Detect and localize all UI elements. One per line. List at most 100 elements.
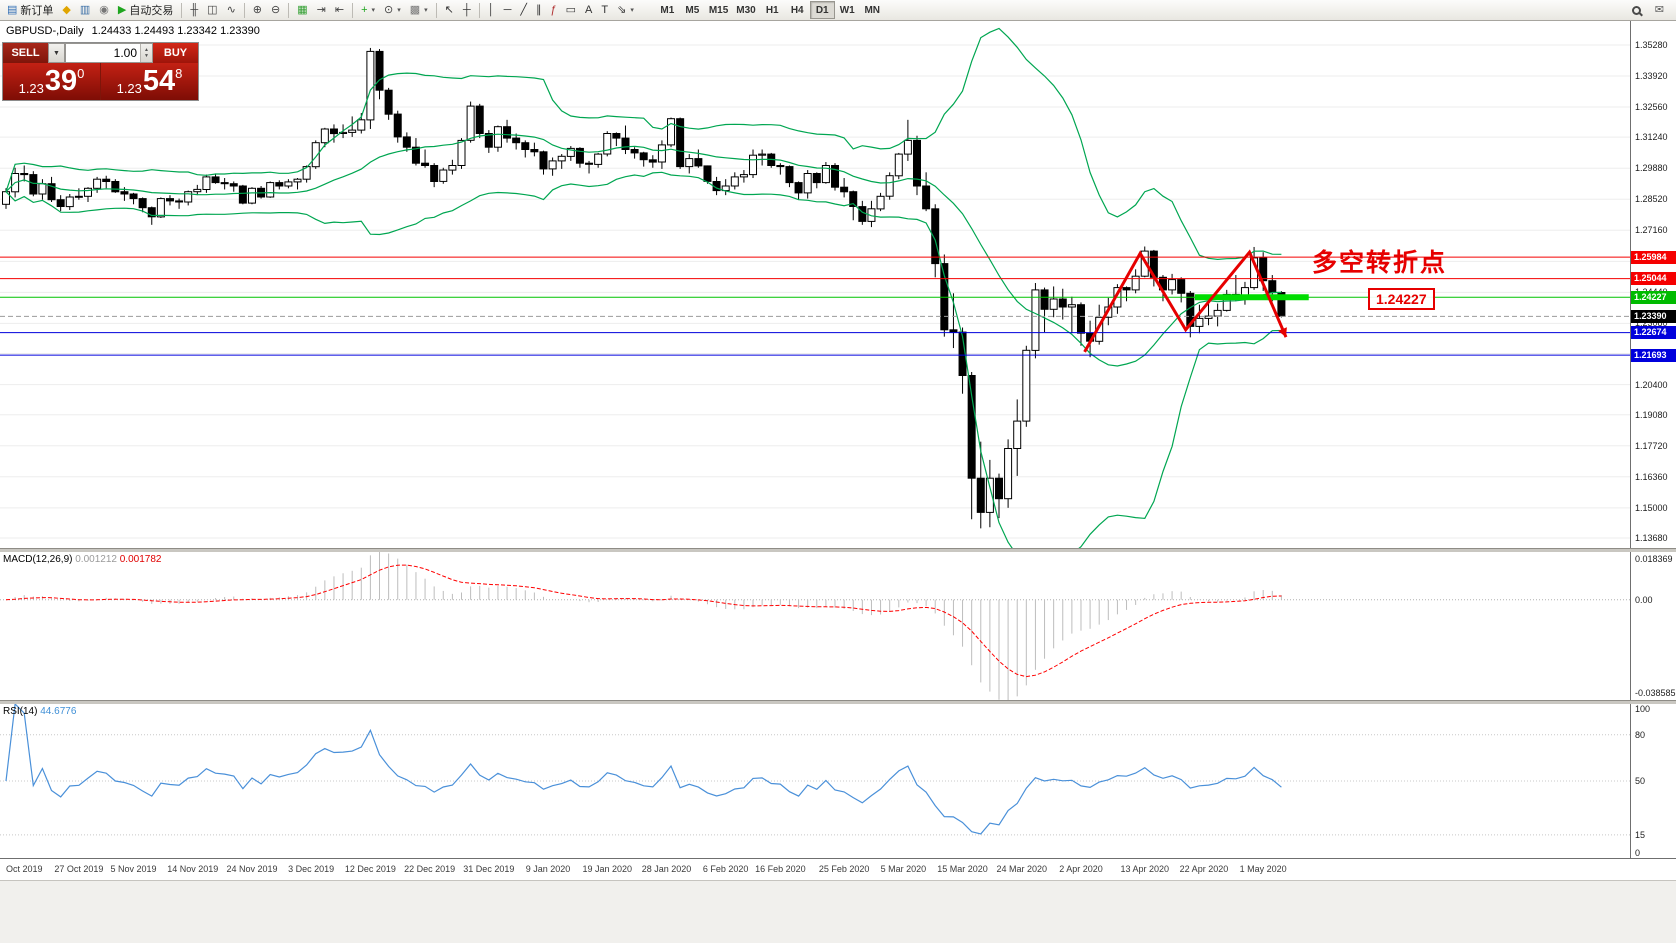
timeframe-mn[interactable]: MN — [860, 1, 885, 19]
timeframe-m30[interactable]: M30 — [732, 1, 759, 19]
zoom-out-icon[interactable]: ⊖ — [267, 1, 284, 20]
search-button[interactable] — [1628, 1, 1645, 20]
cursor-icon[interactable]: ↖ — [441, 1, 458, 20]
text-icon[interactable]: A — [581, 1, 596, 20]
fibonacci-icon: ƒ — [550, 3, 557, 16]
price-tick: 1.13680 — [1635, 532, 1668, 543]
level-price-tag: 1.24227 — [1631, 290, 1676, 304]
shapes-icon: ▭ — [565, 3, 577, 16]
buy-price-pips: 54 — [142, 65, 176, 97]
volume-preset-dropdown[interactable]: ▼ — [48, 43, 65, 63]
volume-input[interactable]: 1.00 ▲ ▼ — [65, 43, 153, 63]
market-watch-icon[interactable]: ▥ — [76, 1, 94, 20]
timeframe-h1[interactable]: H1 — [760, 1, 785, 19]
line-chart-icon: ∿ — [226, 3, 236, 16]
zoom-in-icon[interactable]: ⊕ — [249, 1, 266, 20]
indicators-icon[interactable]: + ▾ — [357, 1, 379, 20]
date-tick: Oct 2019 — [5, 864, 43, 874]
autotrading-button[interactable]: ▶ 自动交易 — [114, 1, 177, 20]
auto-scroll-icon[interactable]: ⇥ — [313, 1, 330, 20]
trendline-icon: ╱ — [520, 3, 527, 16]
volume-spinner[interactable]: ▲ ▼ — [140, 44, 152, 62]
sell-button[interactable]: SELL — [3, 43, 48, 63]
level-price-tag: 1.22674 — [1631, 326, 1676, 340]
date-tick: 14 Nov 2019 — [167, 864, 219, 874]
crosshair-icon[interactable]: ┼ — [459, 1, 475, 20]
sell-price-point: 0 — [77, 66, 85, 81]
indicators-icon: + — [361, 3, 368, 16]
line-chart-icon[interactable]: ∿ — [223, 1, 240, 20]
trendline-icon[interactable]: ╱ — [516, 1, 531, 20]
ohlc-values: 1.24433 1.24493 1.23342 1.23390 — [91, 25, 260, 37]
macd-axis: 0.018369 0.00 -0.038585 — [1630, 552, 1676, 700]
equidistant-channel-icon: ∥ — [535, 3, 542, 16]
candles-layer — [2, 47, 1286, 529]
fibonacci-icon[interactable]: ƒ — [546, 1, 560, 20]
buy-button[interactable]: BUY — [153, 43, 198, 63]
tile-windows-icon[interactable]: ▦ — [293, 1, 311, 20]
shapes-icon[interactable]: ▭ — [562, 1, 580, 20]
timeframe-m15[interactable]: M15 — [705, 1, 732, 19]
panel-splitter[interactable] — [0, 700, 1676, 704]
equidistant-channel-icon[interactable]: ∥ — [532, 1, 546, 20]
level-price-tag: 1.25984 — [1631, 250, 1676, 264]
new-order-icon: ▤ — [7, 3, 18, 16]
macd-panel[interactable] — [0, 552, 1630, 700]
tile-windows-icon: ▦ — [297, 3, 308, 16]
panel-splitter[interactable] — [0, 548, 1676, 552]
date-tick: 9 Jan 2020 — [525, 864, 571, 874]
price-tick: 1.31240 — [1635, 132, 1668, 143]
symbol-period-label: GBPUSD-,Daily — [6, 25, 84, 37]
toolbar-separator — [352, 2, 354, 18]
chart-profile-icon[interactable]: ◆ — [58, 1, 74, 20]
arrows-icon[interactable]: ⇘ ▾ — [613, 1, 638, 20]
mail-icon: ✉ — [1654, 3, 1664, 16]
timeframe-m5[interactable]: M5 — [680, 1, 705, 19]
candlestick-chart-icon[interactable]: ◫ — [203, 1, 221, 20]
timeframe-w1[interactable]: W1 — [835, 1, 860, 19]
spinner-up-icon[interactable]: ▲ — [144, 47, 149, 53]
sell-price-pips: 39 — [44, 65, 78, 97]
text-label-icon: T — [601, 3, 609, 16]
price-tick: 1.17720 — [1635, 440, 1668, 451]
new-order-button[interactable]: ▤ 新订单 — [3, 1, 57, 20]
periods-icon[interactable]: ⊙ ▾ — [380, 1, 405, 20]
toolbar-separator — [288, 2, 290, 18]
navigator-icon[interactable]: ◉ — [95, 1, 113, 20]
bar-chart-icon[interactable]: ╫ — [186, 1, 202, 20]
vertical-line-icon[interactable]: │ — [484, 1, 499, 20]
new-order-button-label: 新订单 — [20, 5, 54, 17]
timeframe-h4[interactable]: H4 — [785, 1, 810, 19]
horizontal-line-icon[interactable]: ─ — [500, 1, 516, 20]
sell-price-display[interactable]: 1.23 39 0 — [3, 63, 100, 100]
dropdown-arrow-icon: ▾ — [424, 7, 428, 14]
rsi-panel[interactable] — [0, 702, 1630, 858]
chart-shift-icon[interactable]: ⇤ — [331, 1, 348, 20]
macd-histogram — [14, 552, 1282, 700]
timeframe-m1[interactable]: M1 — [655, 1, 680, 19]
autotrading-button-label: 自动交易 — [129, 5, 174, 17]
time-axis[interactable]: Oct 2019 27 Oct 2019 5 Nov 2019 14 Nov 2019… — [0, 858, 1676, 880]
rsi-axis-label: 50 — [1635, 776, 1646, 786]
messages-button[interactable]: ✉ — [1651, 1, 1668, 20]
price-axis[interactable]: 1.35280 1.33920 1.32560 1.31240 1.29880 1.285… — [1630, 21, 1676, 548]
text-label-icon[interactable]: T — [597, 1, 612, 20]
rsi-chart[interactable] — [0, 702, 1630, 858]
date-tick: 25 Feb 2020 — [818, 864, 870, 874]
macd-axis-label: -0.038585 — [1635, 688, 1676, 698]
price-tick: 1.28520 — [1635, 194, 1668, 205]
templates-icon[interactable]: ▩ ▾ — [406, 1, 432, 20]
date-tick: 27 Oct 2019 — [54, 864, 104, 874]
timeframe-d1[interactable]: D1 — [809, 1, 835, 19]
macd-chart[interactable] — [0, 552, 1630, 700]
buy-price-display[interactable]: 1.23 54 8 — [101, 63, 198, 100]
toolbar-separator — [478, 2, 480, 18]
main-chart[interactable] — [0, 21, 1630, 561]
rsi-axis: 100 80 50 15 0 — [1630, 704, 1676, 858]
market-watch-icon: ▥ — [79, 3, 91, 16]
spinner-down-icon[interactable]: ▼ — [144, 53, 149, 59]
bollinger-lower-band — [5, 171, 1282, 561]
autotrading-icon: ▶ — [117, 3, 127, 16]
candlestick-chart[interactable] — [0, 21, 1630, 561]
